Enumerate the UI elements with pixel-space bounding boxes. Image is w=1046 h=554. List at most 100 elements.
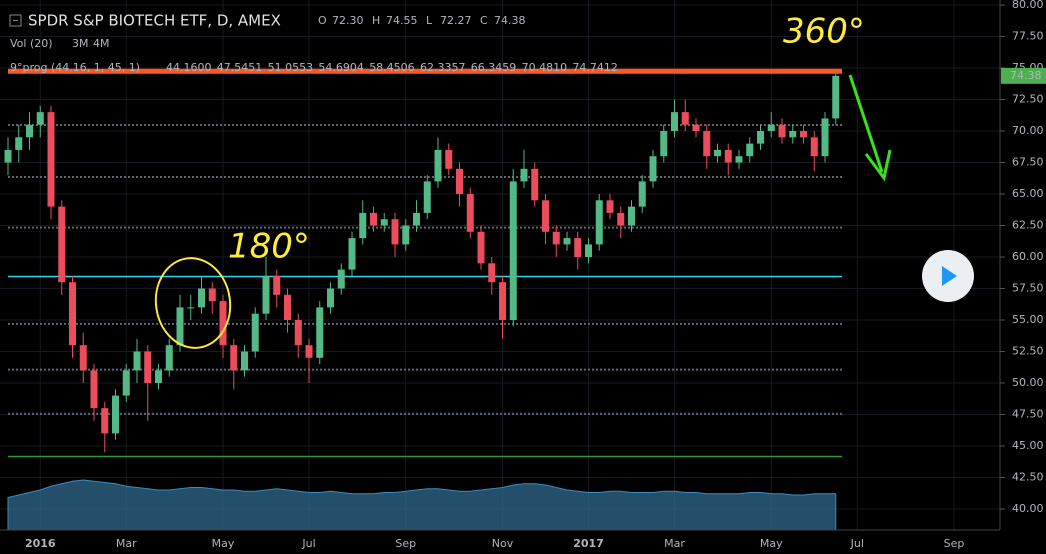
- candle-body: [262, 275, 270, 314]
- candle-body: [671, 112, 678, 132]
- ohlc-label: O: [318, 14, 327, 27]
- prog-level-values: 44.1600 47.5451 51.0553 54.6904 58.4506 62.33…: [166, 61, 618, 74]
- ohlc-value: 74.55: [386, 14, 418, 27]
- ohlc-header: O 72.30 H 74.55 L 72.27 C 74.38: [318, 14, 526, 27]
- candle-body: [434, 149, 442, 182]
- candle-body: [165, 345, 173, 371]
- prog-level-value: 54.6904: [318, 61, 364, 74]
- x-tick-label: Jul: [301, 537, 315, 550]
- candle-body: [789, 131, 797, 138]
- candle-body: [316, 307, 324, 358]
- play-icon: [942, 266, 957, 286]
- candle-body: [101, 408, 109, 434]
- volume-legend-value: 3M: [72, 37, 89, 50]
- candle-body: [714, 149, 721, 157]
- x-tick-label: Sep: [395, 537, 416, 550]
- candle-body: [531, 168, 539, 201]
- candle-body: [36, 112, 44, 125]
- x-tick-label: Mar: [116, 537, 137, 550]
- candle-body: [69, 282, 76, 346]
- candle-body: [606, 200, 614, 213]
- y-tick-label: 62.50: [1012, 219, 1044, 232]
- y-tick-label: 77.50: [1012, 30, 1044, 43]
- candle-body: [767, 124, 775, 132]
- candle-body: [778, 124, 786, 138]
- x-tick-label: Jul: [850, 537, 864, 550]
- candle-body: [585, 244, 592, 258]
- candle-body: [800, 131, 807, 138]
- arrow-shaft: [848, 74, 884, 173]
- y-tick-label: 65.00: [1012, 187, 1044, 200]
- candle-body: [402, 225, 410, 245]
- candle-body: [90, 370, 98, 409]
- arrow-head: [864, 149, 892, 182]
- annotation: 180°: [228, 227, 310, 267]
- ohlc-value: 72.27: [440, 14, 472, 27]
- candle-body: [746, 143, 754, 157]
- candle-body: [198, 288, 205, 308]
- candle-body: [359, 212, 367, 239]
- candle-body: [284, 294, 291, 320]
- y-tick-label: 55.00: [1012, 313, 1044, 326]
- prog-level-value: 66.3459: [471, 61, 517, 74]
- volume-area: [7, 479, 837, 531]
- prog-indicator: 9°prog (44.16, 1, 45, 1): [10, 61, 140, 74]
- candle-body: [380, 219, 388, 226]
- candle-body: [176, 307, 184, 346]
- y-tick-label: 40.00: [1012, 502, 1044, 515]
- last-price-box: [1001, 67, 1046, 84]
- candle-body: [155, 370, 162, 383]
- candle-body: [305, 345, 313, 358]
- collapse-icon[interactable]: [9, 14, 22, 27]
- candle-body: [4, 149, 12, 163]
- candle-body: [337, 269, 345, 289]
- ohlc-label: H: [372, 14, 380, 27]
- candle-body: [47, 112, 55, 207]
- chart-title: SPDR S&P BIOTECH ETF, D, AMEX: [28, 12, 281, 30]
- candle-body: [133, 351, 141, 371]
- candle-body: [660, 131, 668, 157]
- y-tick-label: 72.50: [1012, 93, 1044, 106]
- candle-body: [219, 301, 227, 346]
- y-tick-label: 67.50: [1012, 156, 1044, 169]
- candle-body: [638, 181, 646, 207]
- candle-body: [499, 282, 506, 320]
- candle-body: [251, 313, 259, 352]
- candle-body: [187, 307, 195, 309]
- y-tick-label: 60.00: [1012, 250, 1044, 263]
- y-tick-label: 70.00: [1012, 124, 1044, 137]
- ohlc-value: 74.38: [494, 14, 526, 27]
- y-tick-label: 45.00: [1012, 439, 1044, 452]
- x-tick-label: Nov: [492, 537, 514, 550]
- axes: 40.00 42.50 45.00 47.50 50.00 52.50 55.00 57.50…: [25, 0, 1046, 550]
- candle-body: [542, 200, 549, 232]
- x-tick-label: Sep: [944, 537, 965, 550]
- candle-body: [122, 370, 130, 396]
- grid: [0, 0, 1000, 530]
- candles: [4, 73, 840, 453]
- candle-body: [574, 238, 582, 258]
- candle-body: [15, 137, 23, 150]
- candle-body: [456, 168, 463, 195]
- candle-body: [477, 231, 485, 264]
- highlight-circle: [154, 257, 232, 349]
- candle-body: [692, 124, 700, 132]
- candle-body: [649, 156, 657, 182]
- candle-body: [821, 118, 829, 157]
- y-tick-label: 80.00: [1012, 0, 1044, 11]
- y-tick-label: 50.00: [1012, 376, 1044, 389]
- prog-level-value: 44.1600: [166, 61, 212, 74]
- candle-body: [466, 194, 474, 232]
- candle-body: [617, 212, 625, 226]
- candle-body: [241, 351, 248, 371]
- candle-body: [445, 149, 453, 169]
- candle-body: [26, 124, 33, 138]
- prog-levels: [8, 68, 842, 458]
- candle-body: [370, 212, 377, 226]
- candle-body: [757, 131, 764, 144]
- candle-body: [810, 137, 818, 157]
- candle-body: [488, 263, 496, 283]
- candle-body: [208, 288, 216, 302]
- candle-body: [628, 206, 635, 226]
